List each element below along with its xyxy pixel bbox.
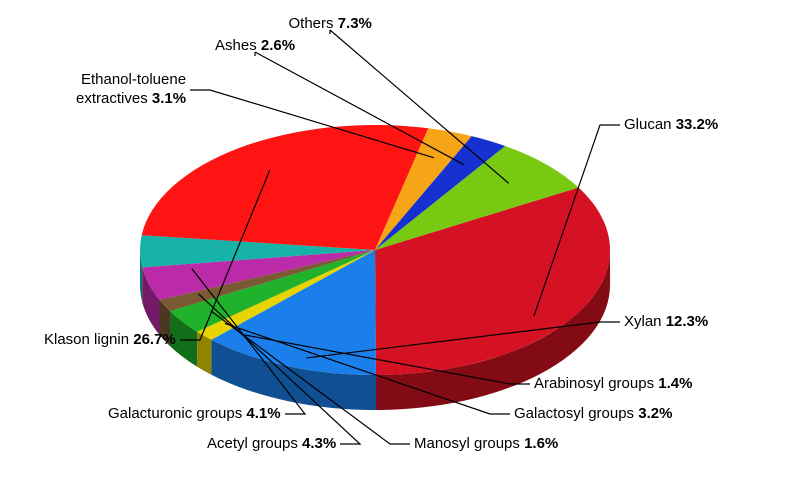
slice-label: Acetyl groups 4.3% bbox=[207, 435, 336, 454]
slice-label: Ashes 2.6% bbox=[215, 37, 295, 56]
slice-label: Galactosyl groups 3.2% bbox=[514, 405, 672, 424]
slice-label: Arabinosyl groups 1.4% bbox=[534, 375, 692, 394]
slice-label: Manosyl groups 1.6% bbox=[414, 435, 558, 454]
slice-label: Others 7.3% bbox=[289, 15, 372, 34]
slice-label: Ethanol-toluene extractives 3.1% bbox=[76, 71, 186, 109]
slice-label: Galacturonic groups 4.1% bbox=[108, 405, 281, 424]
slice-label: Xylan 12.3% bbox=[624, 313, 708, 332]
slice-label: Glucan 33.2% bbox=[624, 116, 718, 135]
slice-label: Klason lignin 26.7% bbox=[44, 331, 176, 350]
